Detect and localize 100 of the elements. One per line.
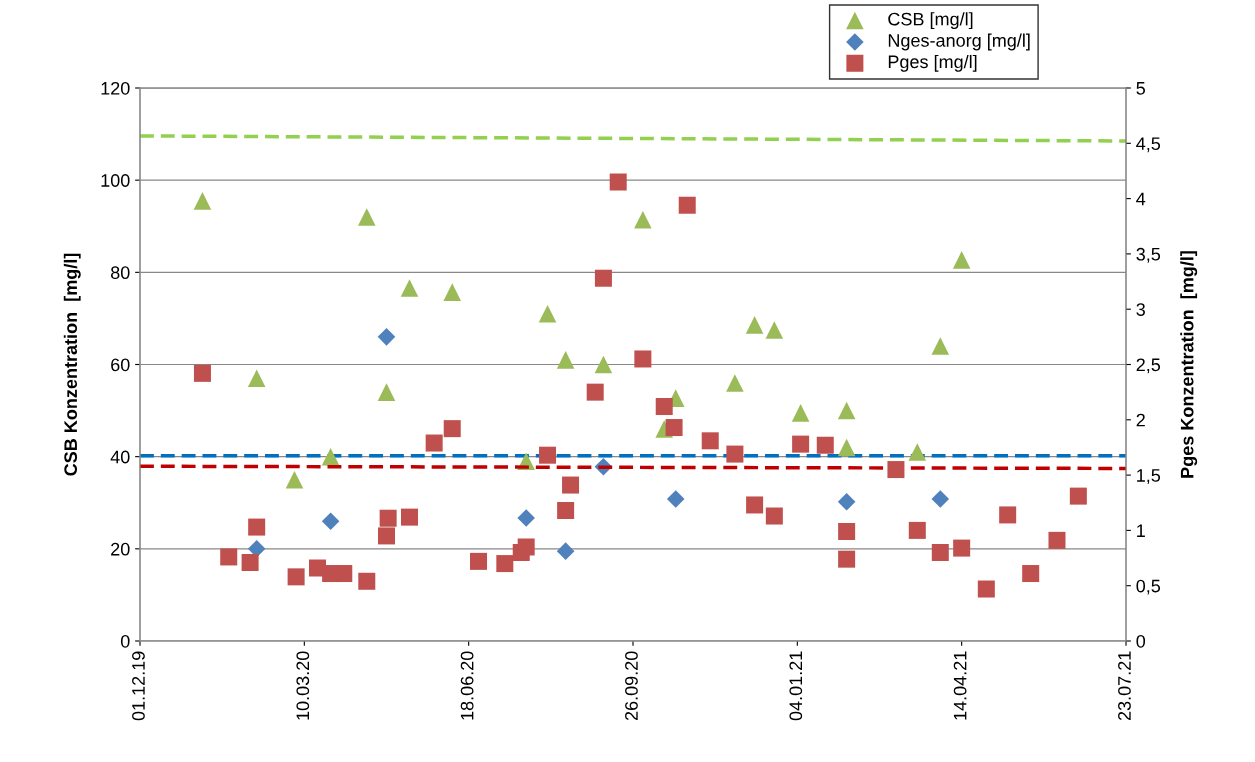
point (556, 542, 575, 560)
y-axis-title: CSB Konzentration [mg/l] (63, 253, 81, 476)
point (1069, 487, 1087, 505)
point (539, 446, 557, 464)
point (358, 208, 376, 226)
y-tick-label: 100 (101, 174, 130, 187)
x-tick-label: 10.03.20 (296, 651, 310, 720)
point (701, 432, 719, 450)
point (517, 538, 535, 556)
point (746, 496, 764, 514)
point (837, 438, 856, 457)
point (791, 404, 810, 422)
y-tick-label: 0 (120, 634, 130, 648)
point (377, 527, 396, 545)
point (538, 305, 557, 323)
y2-tick-label: 2 (1136, 413, 1145, 427)
point (726, 445, 744, 463)
point (726, 374, 744, 392)
point (193, 192, 212, 210)
point (655, 398, 673, 416)
point (838, 523, 856, 541)
point (745, 316, 764, 334)
y2-tick-label: 1 (1137, 524, 1145, 537)
point (443, 283, 462, 301)
point (887, 461, 905, 479)
point (557, 501, 575, 519)
x-tick-label: 23.07.21 (1118, 651, 1131, 721)
y-tick-label: 60 (111, 358, 130, 372)
point (586, 383, 604, 401)
y-tick-label: 20 (111, 542, 130, 556)
point (977, 580, 995, 598)
point (247, 369, 266, 388)
legend-label: Pges [mg/l] (888, 54, 977, 72)
legend-label: CSB [mg/l] (888, 12, 973, 30)
point (377, 328, 396, 346)
point (400, 279, 419, 297)
point (496, 555, 514, 573)
y2-tick-label: 3 (1136, 303, 1145, 316)
y2-tick-label: 1,5 (1137, 469, 1161, 484)
point (953, 539, 971, 557)
point (666, 490, 685, 508)
point (665, 419, 683, 437)
point (562, 476, 580, 494)
x-tick-label: 26.09.20 (625, 651, 638, 721)
point (908, 443, 927, 461)
point (377, 383, 396, 401)
point (838, 550, 856, 568)
point (594, 355, 613, 374)
point (837, 493, 856, 511)
point (952, 251, 971, 269)
point (765, 321, 784, 339)
point (517, 509, 535, 527)
point (816, 436, 834, 454)
point (678, 196, 696, 214)
point (931, 337, 950, 355)
point (443, 420, 461, 438)
point (247, 540, 266, 558)
y2-tick-label: 0,5 (1136, 579, 1161, 595)
point (401, 508, 419, 526)
point (287, 568, 305, 586)
y2-tick-label: 2,5 (1136, 358, 1161, 374)
point (321, 447, 340, 466)
point (379, 509, 397, 527)
point (765, 507, 783, 525)
y2-tick-label: 4,5 (1136, 137, 1161, 153)
point (609, 173, 627, 191)
point (634, 211, 652, 229)
y2-tick-label: 0 (1136, 634, 1146, 648)
y-tick-label: 120 (101, 81, 130, 95)
point (1022, 565, 1040, 583)
point (792, 435, 810, 453)
point (634, 350, 652, 368)
legend-label: Nges-anorg [mg/l] (888, 33, 1030, 51)
point (425, 434, 443, 452)
x-tick-label: 14.04.21 (953, 651, 967, 720)
point (1048, 531, 1066, 549)
x-tick-label: 01.12.19 (132, 651, 145, 721)
point (999, 506, 1017, 524)
point (321, 512, 340, 530)
point (358, 572, 376, 590)
point (908, 521, 926, 539)
y2-axis-title: Pges Konzentration [mg/l] (1180, 251, 1198, 478)
x-tick-label: 18.06.20 (460, 651, 474, 720)
point (931, 490, 950, 508)
point (594, 269, 612, 287)
point (335, 565, 353, 583)
point (220, 548, 238, 566)
point (931, 544, 949, 562)
point (193, 364, 211, 382)
point (556, 351, 575, 369)
x-tick-label: 04.01.21 (789, 651, 803, 721)
point (248, 518, 266, 536)
point (285, 470, 304, 489)
y2-tick-label: 4 (1136, 192, 1146, 206)
point (241, 553, 259, 571)
y2-tick-label: 5 (1136, 82, 1146, 95)
y-tick-label: 40 (110, 450, 130, 464)
y2-tick-label: 3,5 (1136, 247, 1161, 263)
point (470, 552, 488, 570)
y-tick-label: 80 (110, 266, 130, 280)
